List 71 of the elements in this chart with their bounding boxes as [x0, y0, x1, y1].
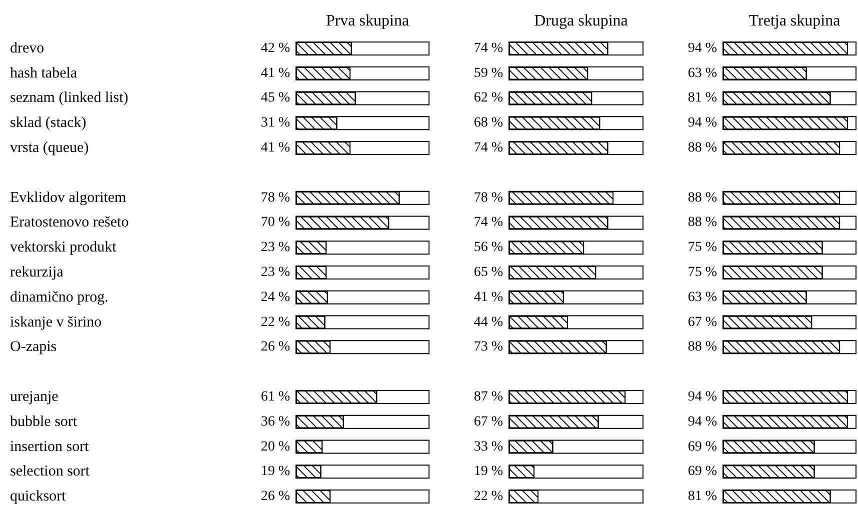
data-label: 70 % — [260, 215, 290, 230]
data-label: 94 % — [688, 40, 718, 56]
y-tick-label: dinamično prog. — [10, 289, 108, 306]
data-label: 41 % — [474, 290, 504, 305]
data-label: 31 % — [260, 116, 290, 131]
chart-title: Prva skupina — [326, 12, 410, 30]
y-tick-label: seznam (linked list) — [10, 90, 128, 106]
data-label: 41 % — [260, 66, 290, 81]
data-label: 88 % — [688, 140, 718, 156]
data-label: 94 % — [688, 116, 718, 131]
data-label: 94 % — [688, 414, 718, 430]
chart-title: Tretja skupina — [748, 12, 840, 30]
chart-title: Druga skupina — [534, 12, 628, 30]
data-label: 78 % — [474, 190, 504, 206]
data-label: 44 % — [474, 314, 504, 330]
data-label: 22 % — [260, 314, 290, 330]
data-label: 19 % — [260, 464, 290, 480]
data-label: 26 % — [260, 340, 290, 355]
data-label: 42 % — [260, 40, 290, 56]
data-label: 23 % — [260, 240, 290, 256]
data-label: 56 % — [474, 240, 504, 256]
y-tick-label: hash tabela — [10, 65, 78, 82]
y-tick-label: Eratostenovo rešeto — [10, 214, 129, 231]
y-tick-label: urejanje — [10, 388, 59, 405]
data-label: 67 % — [688, 314, 718, 330]
y-tick-label: quicksort — [10, 488, 67, 505]
y-tick-label: drevo — [10, 40, 44, 56]
data-label: 19 % — [474, 464, 504, 480]
data-label: 74 % — [474, 215, 504, 230]
data-label: 41 % — [260, 140, 290, 156]
data-label: 26 % — [260, 489, 290, 504]
data-label: 45 % — [260, 90, 290, 106]
data-label: 69 % — [688, 439, 718, 454]
data-label: 63 % — [688, 290, 718, 305]
data-label: 87 % — [474, 389, 504, 404]
data-label: 81 % — [688, 90, 718, 106]
data-label: 20 % — [260, 439, 290, 454]
data-label: 22 % — [474, 489, 504, 504]
y-tick-label: sklad (stack) — [10, 115, 86, 132]
y-tick-label: insertion sort — [10, 438, 90, 455]
data-label: 74 % — [474, 140, 504, 156]
y-tick-label: iskanje v širino — [10, 314, 102, 330]
data-label: 69 % — [688, 464, 718, 480]
data-label: 78 % — [260, 190, 290, 206]
data-label: 36 % — [260, 414, 290, 430]
data-label: 65 % — [474, 265, 504, 280]
data-label: 74 % — [474, 40, 504, 56]
y-tick-label: vrsta (queue) — [10, 140, 89, 156]
data-label: 33 % — [474, 439, 504, 454]
data-label: 88 % — [688, 190, 718, 206]
data-label: 62 % — [474, 90, 504, 106]
data-label: 23 % — [260, 265, 290, 280]
y-tick-label: selection sort — [10, 464, 90, 480]
data-label: 67 % — [474, 414, 504, 430]
data-label: 88 % — [688, 215, 718, 230]
y-tick-label: bubble sort — [10, 414, 78, 430]
data-label: 61 % — [260, 389, 290, 404]
y-tick-label: Evklidov algoritem — [10, 190, 127, 206]
data-label: 73 % — [474, 340, 504, 355]
y-tick-label: rekurzija — [10, 264, 64, 280]
y-tick-label: O-zapis — [10, 339, 57, 356]
data-label: 94 % — [688, 389, 718, 404]
data-label: 88 % — [688, 340, 718, 355]
data-label: 75 % — [688, 240, 718, 256]
data-label: 24 % — [260, 290, 290, 305]
data-label: 75 % — [688, 265, 718, 280]
data-label: 59 % — [474, 66, 504, 81]
data-label: 68 % — [474, 116, 504, 131]
data-label: 81 % — [688, 489, 718, 504]
y-tick-label: vektorski produkt — [10, 240, 118, 256]
data-label: 63 % — [688, 66, 718, 81]
